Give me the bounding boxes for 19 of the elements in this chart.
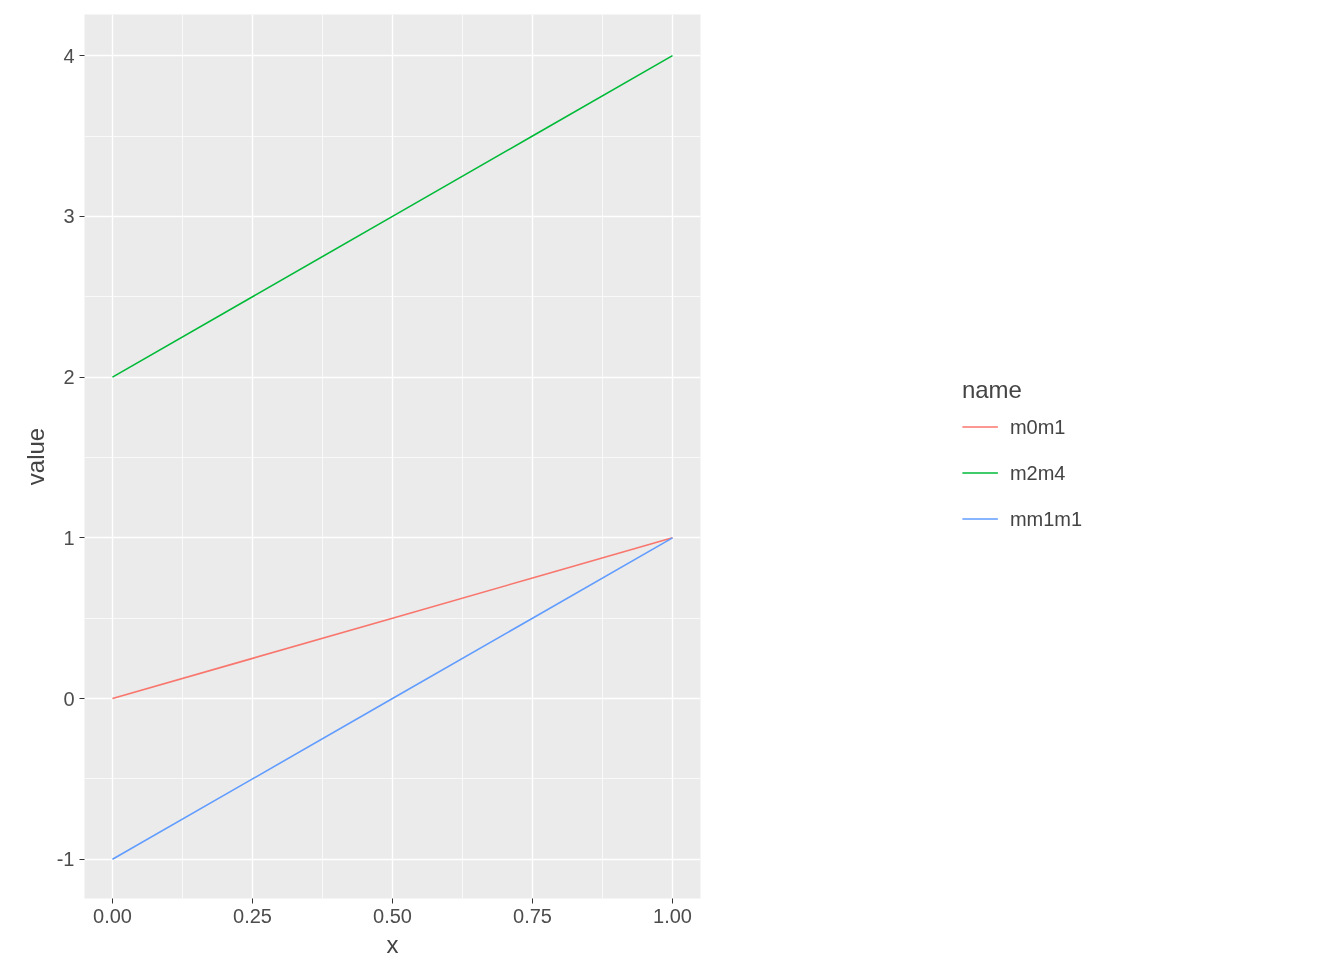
y-tick-label: -1	[56, 848, 75, 871]
x-axis-title: x	[386, 930, 399, 958]
x-tick-label: 0.25	[233, 904, 272, 927]
x-tick-label: 0.50	[373, 904, 412, 927]
legend-label: m0m1	[1009, 415, 1066, 438]
x-tick-label: 0.75	[513, 904, 552, 927]
y-tick-label: 0	[63, 687, 75, 710]
legend-title: name	[961, 375, 1023, 404]
legend-label: mm1m1	[1009, 507, 1083, 530]
legend-label: m2m4	[1009, 461, 1066, 484]
y-axis-title: value	[21, 427, 49, 486]
y-tick-label: 4	[63, 44, 75, 67]
y-tick-label: 1	[63, 526, 75, 549]
y-tick-label: 3	[63, 205, 75, 228]
x-tick-label: 1.00	[653, 904, 692, 927]
line-series	[111, 537, 674, 861]
x-tick-label: 0.00	[93, 904, 132, 927]
y-tick-label: 2	[63, 366, 75, 389]
line-series	[111, 54, 674, 378]
